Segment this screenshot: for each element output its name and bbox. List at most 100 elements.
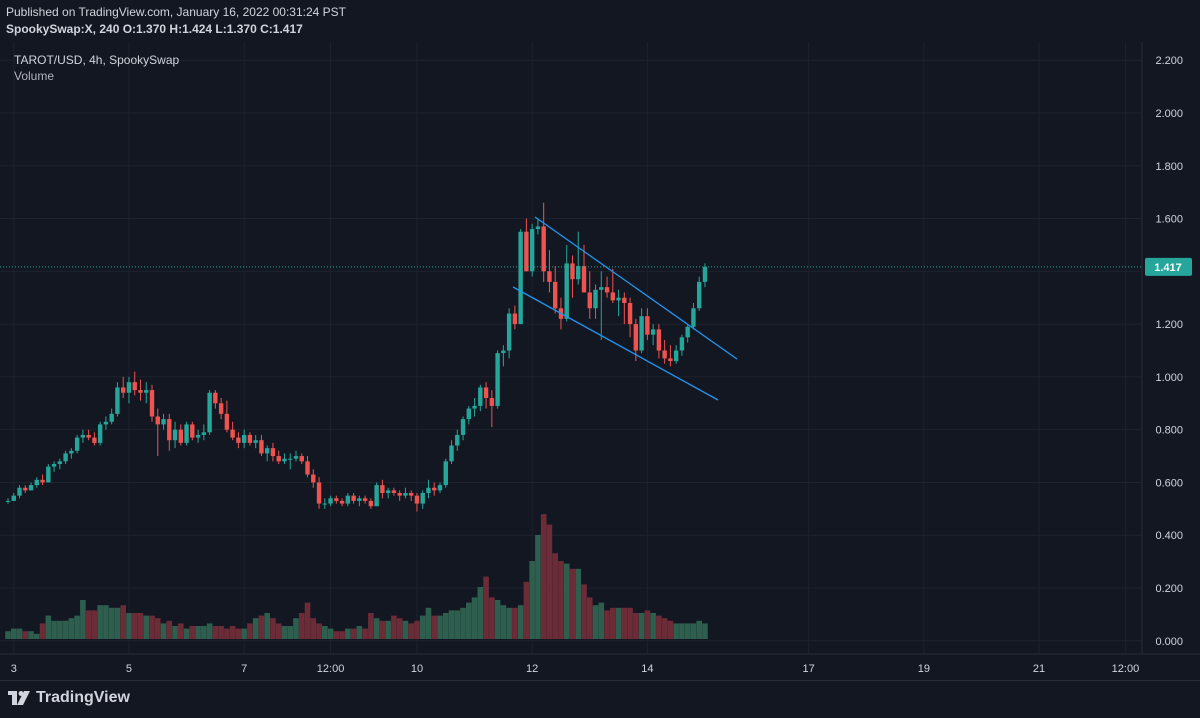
last-price-tag-bg — [1145, 257, 1192, 276]
candle — [604, 276, 610, 298]
volume-bar — [16, 628, 23, 639]
candle — [639, 308, 644, 354]
volume-bar — [454, 610, 461, 639]
volume-bar — [137, 613, 144, 639]
volume-bar — [356, 626, 363, 639]
candle — [34, 477, 39, 488]
volume-bar — [22, 631, 29, 639]
volume-bar — [667, 620, 674, 639]
candle — [17, 485, 22, 499]
trendlines[interactable] — [512, 216, 738, 401]
volume-bar — [512, 607, 518, 639]
grid — [0, 42, 1142, 654]
volume-bar — [74, 615, 80, 639]
candle — [512, 305, 518, 330]
volume-bar — [558, 561, 564, 639]
candle-body — [501, 350, 506, 354]
volume-bar — [385, 620, 391, 639]
candle-body — [322, 503, 327, 505]
candle — [247, 432, 253, 446]
lower-trendline[interactable] — [512, 286, 719, 401]
candle-body — [593, 289, 598, 309]
volume-bar — [224, 628, 230, 639]
volume-bar — [581, 584, 587, 639]
volume-bar — [39, 623, 46, 639]
candle-body — [397, 493, 402, 496]
candle — [529, 223, 535, 277]
price-tick-label: 0.000 — [1155, 636, 1183, 648]
candle — [126, 376, 132, 404]
volume-bar — [322, 626, 328, 639]
price-tick-label: 1.600 — [1155, 214, 1183, 226]
volume-bar — [189, 626, 196, 639]
volume-bar — [293, 618, 299, 639]
volume-bar — [437, 615, 443, 639]
candle-body — [201, 432, 207, 435]
price-tick-label: 1.200 — [1155, 319, 1183, 331]
candle-body — [28, 485, 34, 491]
volume-bar — [702, 623, 708, 639]
volume-bar — [431, 615, 438, 639]
candle-body — [455, 434, 460, 446]
candle-body — [103, 421, 109, 425]
tradingview-logo-icon — [8, 691, 30, 705]
volume-bar — [51, 620, 57, 639]
volume-bar — [80, 600, 86, 639]
last-price-tag-label: 1.417 — [1154, 262, 1182, 274]
candle-body — [115, 387, 120, 414]
volume-bar — [471, 597, 478, 639]
candle-body — [599, 287, 604, 290]
volume-bar — [178, 623, 184, 639]
candle-body — [276, 456, 281, 462]
candle — [92, 432, 97, 446]
candle-body — [69, 450, 74, 454]
candle-body — [34, 479, 39, 486]
candle-body — [524, 231, 529, 272]
candle-body — [213, 392, 218, 404]
candle — [155, 408, 160, 457]
candle — [449, 440, 454, 464]
volume-bar — [126, 613, 132, 639]
upper-trendline[interactable] — [534, 216, 738, 360]
volume-bar — [419, 615, 426, 639]
candle-body — [138, 390, 143, 393]
tradingview-logo[interactable]: TradingView — [8, 689, 130, 707]
candle — [414, 493, 420, 512]
candle-body — [259, 440, 264, 454]
candle — [432, 482, 437, 496]
volume-bar — [120, 605, 126, 639]
time-axis[interactable]: 3 5 7 12:00 10 12 14 17 19 21 12:00 — [11, 663, 1140, 675]
candle-body — [224, 413, 230, 430]
candle — [535, 218, 541, 235]
candle-body — [80, 434, 86, 438]
candle-body — [155, 416, 160, 425]
candle-body — [282, 458, 287, 462]
volume-bar — [638, 613, 645, 639]
candle-body — [691, 308, 696, 327]
volume-bar — [460, 607, 466, 639]
candle-body — [357, 498, 362, 501]
candle-body — [426, 487, 431, 494]
volume-bar — [610, 607, 616, 639]
volume-bar — [442, 613, 449, 639]
candle — [316, 477, 322, 509]
volume-bar — [270, 618, 276, 639]
candle-body — [328, 498, 333, 504]
candle — [576, 231, 581, 285]
footer: TradingView — [0, 680, 1200, 718]
candle — [368, 498, 374, 509]
price-chart[interactable]: 0.0000.2000.4000.6000.8001.0001.2001.400… — [0, 42, 1200, 680]
volume-bar — [535, 535, 541, 639]
volume-bar — [91, 610, 98, 639]
candle-body — [241, 434, 247, 443]
volume-bar — [62, 620, 69, 639]
candle-body — [5, 500, 11, 502]
candle — [218, 398, 224, 420]
time-tick-label: 12:00 — [1112, 663, 1140, 675]
candle-body — [547, 271, 552, 282]
volume-bar — [506, 607, 512, 639]
volume-legend-label[interactable]: Volume — [14, 69, 54, 83]
volume-bar — [546, 524, 553, 639]
volume-bar — [310, 618, 317, 639]
volume-bar — [540, 514, 547, 639]
